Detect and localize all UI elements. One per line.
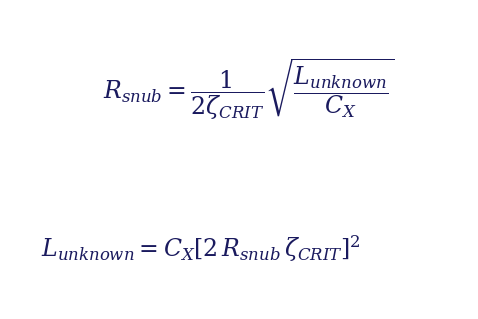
Text: $R_{snub} = \dfrac{1}{2\zeta_{CRIT}} \sqrt{\dfrac{L_{unknown}}{C_X}}$: $R_{snub} = \dfrac{1}{2\zeta_{CRIT}} \sq… bbox=[103, 56, 394, 122]
Text: $L_{unknown} = C_X \left[2\, R_{snub}\, \zeta_{CRIT}\right]^2$: $L_{unknown} = C_X \left[2\, R_{snub}\, … bbox=[41, 234, 360, 264]
